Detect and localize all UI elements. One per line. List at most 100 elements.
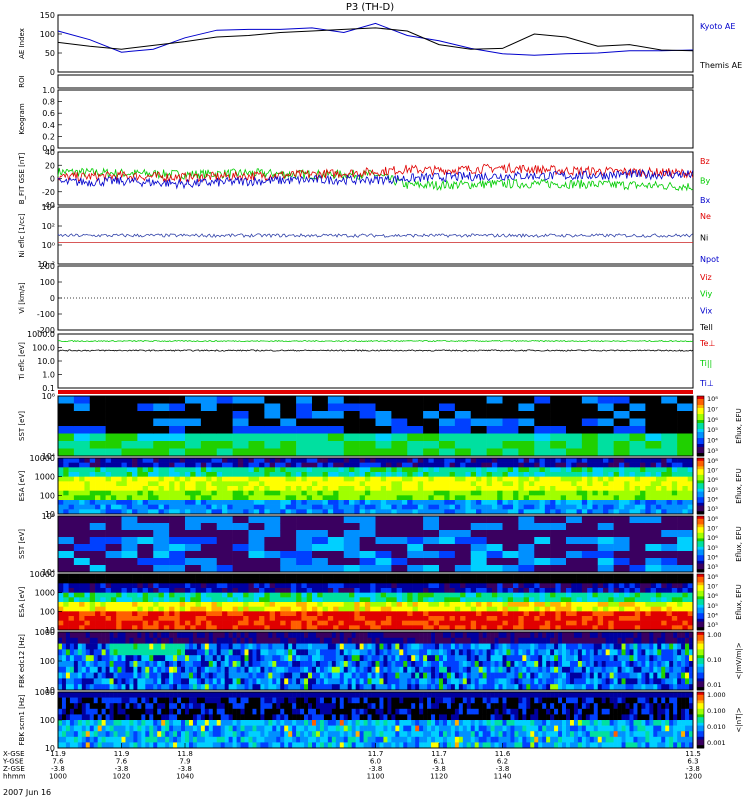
- fbk1-cell-2-8: [65, 678, 71, 685]
- esa2-cell-6-10: [89, 620, 96, 626]
- esa2-cell-75-8: [454, 611, 461, 617]
- esa1-cell-31-2: [222, 467, 228, 473]
- fbk1-cell-118-4: [526, 655, 531, 662]
- esa2-cell-89-3: [528, 588, 535, 593]
- fbk1-cell-56-0: [280, 632, 285, 639]
- fbk1-cell-40-6: [216, 666, 222, 673]
- fbk1-cell-63-1: [308, 637, 313, 644]
- esa2-cell-70-7: [428, 606, 435, 612]
- esa1-cell-91-11: [539, 509, 546, 515]
- sst1-cell-34-4: [597, 426, 614, 434]
- esa2-cell-93-5: [550, 597, 556, 603]
- esa2-cell-118-7: [682, 606, 689, 612]
- fbk1-cell-107-5: [482, 661, 487, 668]
- esa2-cell-23-7: [179, 606, 186, 612]
- esa2-cell-95-11: [560, 625, 567, 631]
- fbk1-cell-76-1: [359, 637, 364, 644]
- esa1-cell-28-2: [206, 467, 212, 473]
- esa1-cell-118-6: [682, 486, 689, 491]
- sst1-cell-36-5: [629, 433, 646, 442]
- esa2-cell-101-7: [592, 606, 599, 612]
- esa2-cell-116-10: [671, 620, 678, 626]
- esa2-cell-16-10: [142, 620, 149, 626]
- esa2-cell-46-7: [301, 606, 308, 612]
- esa2-cell-4-9: [79, 616, 85, 621]
- fbk1-cell-102-2: [462, 643, 468, 650]
- esa1-cell-20-4: [163, 476, 170, 482]
- fbk1-cell-70-2: [335, 643, 341, 650]
- esa1-cell-80-9: [481, 500, 487, 505]
- esa1-cell-18-11: [153, 509, 159, 515]
- esa1-cell-65-2: [401, 467, 408, 473]
- fbk1-cell-20-3: [137, 649, 142, 656]
- sst1-cell-17-0: [327, 396, 345, 404]
- esa2-cell-108-6: [629, 602, 636, 607]
- esa1-cell-87-10: [518, 504, 524, 510]
- esa1-cell-24-3: [185, 472, 191, 477]
- sst2-cell-20-0: [375, 516, 392, 524]
- esa1-cell-69-8: [423, 495, 429, 501]
- esa2-cell-116-6: [671, 602, 678, 607]
- sst2-cbar-cell-18: [697, 566, 704, 570]
- sst1-cell-38-5: [661, 433, 678, 442]
- sst2-cell-8-4: [185, 544, 202, 552]
- fbk1-cell-0-9: [58, 684, 63, 691]
- esa2-cell-91-8: [539, 611, 546, 617]
- fbk1-cell-57-4: [284, 655, 289, 662]
- esa1-cell-49-2: [317, 467, 323, 473]
- esa2-cell-98-11: [576, 625, 583, 631]
- esa2-cell-87-7: [518, 606, 524, 612]
- fbk1-cell-105-2: [474, 643, 479, 650]
- fbk1-cell-71-6: [339, 666, 345, 673]
- fbk1-cell-114-4: [510, 655, 515, 662]
- esa2-cell-116-8: [671, 611, 678, 617]
- esa1-cell-32-9: [227, 500, 233, 505]
- fbk1-cell-60-6: [296, 666, 301, 673]
- fbk1-cell-117-5: [522, 661, 527, 668]
- esa2-cbar-cell-19: [697, 627, 704, 631]
- sst2-cbar-cell-17: [697, 563, 704, 567]
- esa1-cell-34-1: [237, 462, 244, 468]
- esa2-cell-39-9: [264, 616, 270, 621]
- fbk1-cell-111-3: [498, 649, 503, 656]
- esa1-cell-49-8: [317, 495, 323, 501]
- esa1-cell-87-2: [518, 467, 524, 473]
- esa2-cell-48-2: [312, 583, 318, 589]
- esa2-cell-54-5: [343, 597, 350, 603]
- esa1-cell-85-0: [507, 458, 514, 463]
- sst1-cell-7-3: [169, 418, 186, 427]
- fbk1-cell-18-2: [129, 643, 134, 650]
- sst1-cell-5-6: [137, 441, 154, 449]
- esa2-cell-9-4: [105, 592, 112, 598]
- esa1-cell-35-10: [243, 504, 249, 510]
- esa1-cell-21-2: [169, 467, 175, 473]
- esa1-cell-43-8: [285, 495, 292, 501]
- esa2-cell-42-10: [280, 620, 286, 626]
- esa1-cell-109-8: [634, 495, 641, 501]
- sst1-cell-5-0: [137, 396, 154, 404]
- esa2-cell-21-2: [169, 583, 175, 589]
- esa1-cell-39-3: [264, 472, 270, 477]
- fbk1-cell-26-1: [161, 637, 166, 644]
- fbk1-cell-84-2: [391, 643, 396, 650]
- keo-tick-label-1: 0.2: [42, 132, 55, 141]
- sst2-cell-22-6: [407, 558, 424, 566]
- esa1-cell-62-6: [386, 486, 392, 491]
- esa1-cell-38-0: [259, 458, 265, 463]
- fbk1-cell-99-8: [450, 678, 456, 685]
- sst1-cell-13-4: [264, 426, 281, 434]
- sst2-cell-24-0: [439, 516, 456, 524]
- fbk1-cell-25-4: [157, 655, 162, 662]
- esa2-cell-40-0: [269, 574, 276, 579]
- fbk1-cell-62-8: [304, 678, 309, 685]
- sst2-cell-23-1: [423, 523, 440, 531]
- fbk1-cell-78-0: [367, 632, 372, 639]
- esa1-cell-103-3: [603, 472, 609, 477]
- esa2-cell-63-2: [391, 583, 397, 589]
- sst1-cell-23-5: [423, 433, 440, 442]
- esa2-cell-6-8: [89, 611, 96, 617]
- esa1-cell-78-3: [470, 472, 477, 477]
- esa1-cell-94-4: [555, 476, 562, 482]
- esa1-cell-50-0: [322, 458, 329, 463]
- fbk1-cell-92-8: [423, 678, 428, 685]
